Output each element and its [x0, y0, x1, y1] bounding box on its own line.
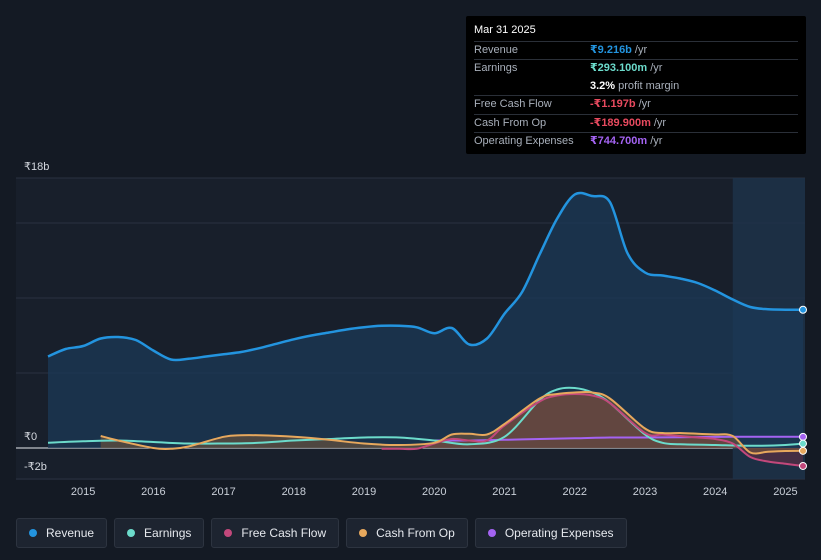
legend-label: Operating Expenses	[504, 526, 614, 540]
x-tick-label: 2018	[282, 486, 306, 498]
tooltip-row: Cash From Op -₹189.900m/yr	[474, 113, 798, 132]
tooltip-row: 3.2% profit margin	[474, 78, 798, 95]
x-tick-label: 2025	[773, 486, 797, 498]
operating-expenses-end-point	[799, 432, 807, 441]
tooltip-row-unit: /yr	[638, 98, 651, 111]
x-tick-label: 2022	[563, 486, 587, 498]
x-tick-label: 2015	[71, 486, 95, 498]
tooltip-row-value: ₹9.216b	[590, 44, 632, 56]
earnings-end-point	[799, 439, 807, 448]
tooltip-row: Earnings ₹293.100m/yr	[474, 59, 798, 77]
tooltip-row-label: Operating Expenses	[474, 134, 574, 147]
x-tick-label: 2016	[141, 486, 165, 498]
tooltip-row-unit: /yr	[634, 44, 648, 56]
tooltip-row-unit: profit margin	[618, 79, 680, 92]
tooltip-row-value: -₹1.197b	[590, 98, 636, 111]
tooltip-row-label: Revenue	[474, 44, 519, 56]
revenue-line	[47, 191, 804, 362]
legend-dot-icon	[487, 529, 496, 537]
legend-item-cash-from-op[interactable]: Cash From Op	[346, 518, 468, 548]
legend-label: Cash From Op	[376, 526, 455, 540]
tooltip-row-value: ₹293.100m	[590, 62, 648, 75]
tooltip-row-label: Earnings	[474, 62, 518, 75]
x-tick-label: 2020	[422, 486, 446, 498]
legend-dot-icon	[359, 529, 368, 537]
x-tick-label: 2023	[633, 486, 657, 498]
revenue-area	[48, 192, 803, 448]
x-tick-label: 2021	[492, 486, 516, 498]
legend-item-revenue[interactable]: Revenue	[16, 518, 108, 548]
tooltip-row-unit: /yr	[650, 134, 663, 147]
tooltip-row: Operating Expenses ₹744.700m/yr	[474, 131, 798, 150]
data-tooltip: Mar 31 2025 Revenue ₹9.216b/yr Earnings ₹29…	[466, 16, 806, 154]
y-tick-label-top: ₹18b	[24, 161, 50, 173]
operating-expenses-line	[434, 435, 803, 442]
cash-from-op-end-point	[799, 446, 807, 455]
tooltip-row-label: Free Cash Flow	[474, 98, 552, 111]
legend-item-free-cash-flow[interactable]: Free Cash Flow	[211, 518, 340, 548]
tooltip-row-label: Cash From Op	[474, 116, 547, 129]
tooltip-row: Free Cash Flow -₹1.197b/yr	[474, 95, 798, 113]
tooltip-row-unit: /yr	[653, 116, 667, 129]
legend-label: Revenue	[46, 526, 95, 540]
cash-from-op-line	[100, 391, 804, 455]
tooltip-rows: Revenue ₹9.216b/yr Earnings ₹293.100m/yr 3.2…	[474, 41, 798, 150]
legend-label: Earnings	[144, 526, 192, 540]
x-tick-label: 2019	[352, 486, 376, 498]
legend-item-earnings[interactable]: Earnings	[114, 518, 205, 548]
series-layer	[47, 191, 807, 470]
legend-dot-icon	[224, 529, 233, 537]
tooltip-row-unit: /yr	[650, 62, 663, 75]
x-axis-ticks: 2015 2016 2017 2018 2019 2020 2021 2022 2023 2024…	[71, 486, 798, 498]
legend-dot-icon	[29, 529, 37, 537]
tooltip-row: Revenue ₹9.216b/yr	[474, 41, 798, 59]
x-tick-label: 2024	[703, 486, 727, 498]
tooltip-date: Mar 31 2025	[474, 24, 536, 36]
revenue-end-point	[799, 305, 807, 314]
free-cash-flow-line	[381, 393, 804, 467]
tooltip-row-value: 3.2%	[590, 79, 616, 92]
legend-item-operating-expenses[interactable]: Operating Expenses	[474, 518, 627, 548]
y-tick-label-zero: ₹0	[24, 431, 38, 443]
x-tick-label: 2017	[211, 486, 235, 498]
tooltip-row-value: -₹189.900m	[590, 116, 651, 129]
legend-label: Free Cash Flow	[241, 526, 327, 540]
tooltip-row-label	[474, 78, 590, 95]
earnings-line	[47, 386, 804, 447]
chart-legend: Revenue Earnings Free Cash Flow Cash From O…	[16, 518, 634, 548]
legend-dot-icon	[127, 529, 136, 537]
free-cash-flow-end-point	[799, 461, 807, 470]
tooltip-row-value: ₹744.700m	[590, 134, 648, 147]
y-tick-label-bottom: -₹2b	[24, 461, 47, 473]
